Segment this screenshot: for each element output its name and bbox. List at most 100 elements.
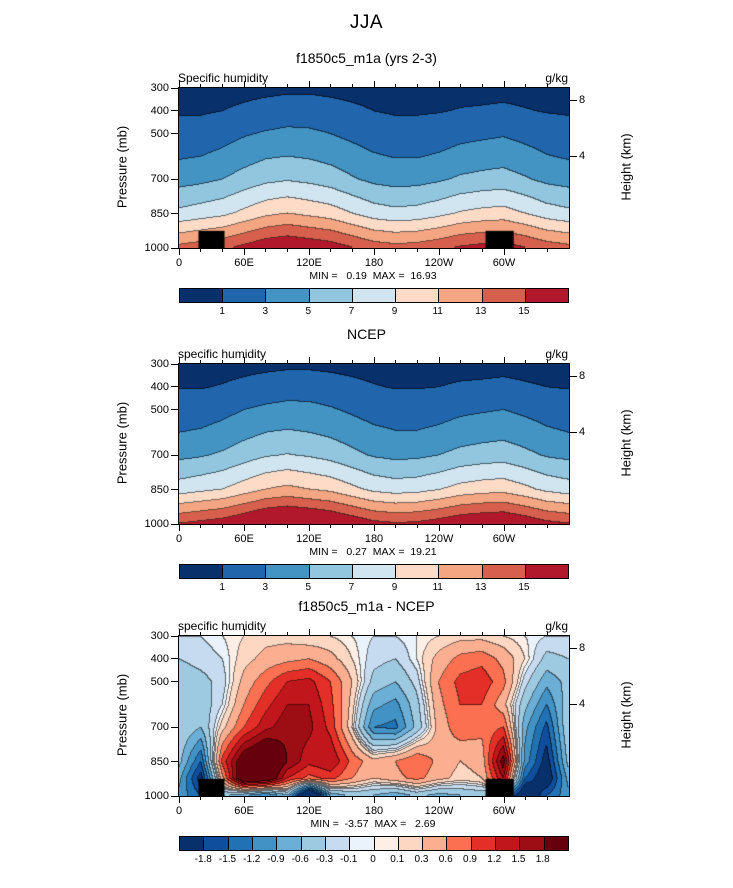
x-axis-tick-top [438,629,440,635]
x-axis-tick [460,525,462,528]
x-tick-label: 60W [492,805,516,817]
x-axis-tick-top [481,360,483,363]
colorbar-segment [349,837,374,850]
x-axis-tick-top [416,360,418,363]
colorbar-segment [351,289,396,302]
colorbar-segment [395,565,439,578]
x-axis-tick-top [286,632,288,635]
page-title: JJA [349,12,384,33]
y-tick-label: 700 [150,721,169,734]
x-tick-label: 120E [296,257,322,269]
x-axis-tick-top [221,84,223,87]
height-tick-label: 8 [579,370,586,383]
height-tick-label: 8 [579,94,586,107]
x-axis-tick-top [546,84,548,87]
panel-model-title: f1850c5_m1a (yrs 2-3) [296,50,437,66]
colorbar: -1.8 -1.5 -1.2 -0.9 -0.6 -0.3 -0.1 0 0.1 0.3 0.6 0.… [179,836,569,868]
colorbar-tick-label: 3 [262,306,268,317]
y-axis-tick [171,635,178,637]
x-axis-tick [330,525,332,528]
colorbar-segment [481,565,525,578]
x-tick-label: 0 [175,805,183,817]
x-axis-tick [525,797,527,800]
x-axis-tick [351,797,353,800]
x-axis-tick-top [525,360,527,363]
x-axis-tick-top [416,84,418,87]
colorbar-tick-label: 0 [370,854,376,865]
x-axis-tick-top [308,81,310,87]
x-axis-tick-top [330,632,332,635]
y-tick-label: 400 [150,104,169,117]
x-axis-tick [243,525,245,531]
x-tick-label: 120E [296,533,322,545]
colorbar-strip [179,564,569,579]
y-axis-title: Pressure (mb) [114,673,130,757]
x-axis-tick [438,797,440,803]
x-axis-tick-top [438,357,440,363]
height-axis-tick [570,155,577,157]
x-axis-tick-top [373,629,375,635]
y-axis-tick [171,489,178,491]
x-axis-tick [221,525,223,528]
panel-ncep: NCEP specific humidity g/kg 300 400 500 700… [0,326,733,611]
colorbar-segment [251,837,277,850]
x-axis-tick [525,249,527,252]
x-axis-tick [243,797,245,803]
colorbar-tick-label: 0.6 [438,854,453,865]
x-tick-label: 120E [296,805,322,817]
colorbar-strip [179,836,569,851]
y-tick-label: 300 [150,630,169,642]
x-axis-tick-top [221,360,223,363]
colorbar-segment [422,837,447,850]
x-axis-tick-top [546,360,548,363]
colorbar-tick-label: -0.3 [315,854,334,865]
colorbar-segment [397,837,423,850]
x-axis-tick-top [200,632,202,635]
y-tick-label: 700 [150,173,169,186]
x-axis-tick [265,525,267,528]
units-label: g/kg [545,619,568,633]
colorbar-segment [265,289,309,302]
colorbar-segment [276,837,301,850]
y-tick-label: 400 [150,380,169,393]
x-tick-label: 0 [175,257,183,269]
plot-wrap: 300 400 500 700 850 1000 0 60E 120E 180 120W 60W 8 4 … [115,357,634,558]
x-axis-tick [200,525,202,528]
variable-label: specific humidity [178,347,267,361]
colorbar-segment [308,565,352,578]
units-label: g/kg [545,347,568,361]
plot-wrap: 300 400 500 700 850 1000 0 60E 120E 180 120W 60W 8 4 … [115,81,634,282]
y-axis-tick [171,523,178,525]
x-axis-tick-top [286,84,288,87]
x-axis-tick-top [308,357,310,363]
y-tick-label: 1000 [144,790,169,802]
x-axis-tick-top [481,84,483,87]
x-axis-tick-top [308,629,310,635]
x-axis-tick-top [200,84,202,87]
colorbar-segment [524,289,568,302]
colorbar-tick-label: 9 [391,582,398,593]
x-tick-label: 60E [234,533,254,545]
x-axis-tick [395,797,397,800]
y-tick-label: 500 [150,403,169,416]
colorbar-segment [524,565,568,578]
x-axis-tick-top [373,357,375,363]
x-axis-tick-top [373,81,375,87]
y-tick-label: 850 [150,207,169,220]
x-tick-label: 120W [424,805,454,817]
y-tick-label: 500 [150,127,169,140]
colorbar-tick-label: -0.9 [267,854,285,865]
x-axis-tick-top [351,632,353,635]
colorbar-segment [481,289,525,302]
colorbar-tick-label: 13 [475,582,487,593]
colorbar: 1 3 5 7 9 11 13 15 [179,564,569,596]
units-label: g/kg [545,71,568,85]
x-axis-tick [503,525,505,531]
colorbar-segment [180,289,223,302]
colorbar: 1 3 5 7 9 11 13 15 [179,288,569,320]
colorbar-segment [395,289,439,302]
x-axis-tick-top [243,81,245,87]
colorbar-tick-label: 1 [219,306,225,317]
colorbar-segment [180,565,223,578]
x-tick-label: 120W [424,533,454,545]
